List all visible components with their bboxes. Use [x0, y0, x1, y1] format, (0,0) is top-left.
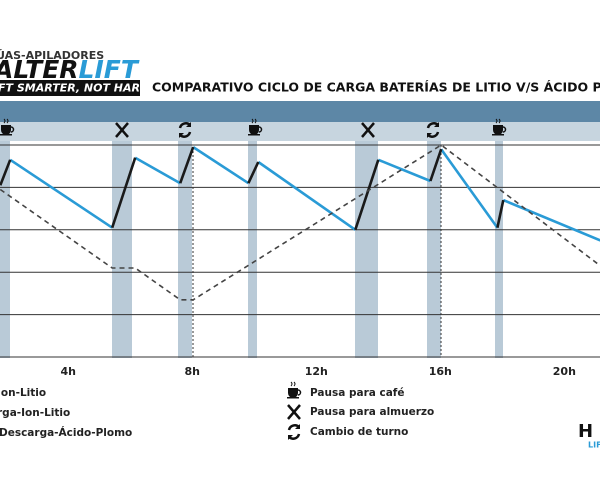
- series-line: [0, 146, 505, 231]
- pause-column: [0, 141, 10, 358]
- logo-top: ÚAS-APILADORES: [0, 49, 104, 62]
- grid: [0, 144, 600, 358]
- pause-column: [248, 141, 257, 358]
- x-tick-label: 4h: [60, 365, 76, 378]
- legend: Ion-Litio rga-Ion-Litio Descarga-Ácido-P…: [0, 381, 434, 442]
- series-line: [9, 146, 600, 242]
- corner-logo: H: [578, 421, 593, 442]
- legend-label: Ion-Litio: [0, 387, 46, 399]
- x-tick-label: 16h: [429, 365, 452, 378]
- coffee-icon: [286, 381, 302, 400]
- legend-label: Cambio de turno: [310, 426, 408, 438]
- pause-column: [495, 141, 503, 358]
- top-band: [0, 101, 600, 122]
- pause-column: [112, 141, 132, 358]
- legend-label: Pausa para almuerzo: [310, 406, 434, 418]
- pause-columns: [0, 141, 503, 358]
- legend-label: Descarga-Ácido-Plomo: [0, 426, 132, 439]
- chart-title: COMPARATIVO CICLO DE CARGA BATERÍAS DE L…: [152, 80, 600, 95]
- plot: [0, 144, 600, 301]
- shift-icon: [286, 422, 302, 442]
- legend-label: Pausa para café: [310, 387, 405, 399]
- x-tick-label: 12h: [305, 365, 328, 378]
- logo-name: ALTERLIFT: [0, 55, 140, 84]
- pause-column: [178, 141, 192, 358]
- x-tick-label: 8h: [184, 365, 200, 378]
- legend-label: rga-Ion-Litio: [0, 407, 70, 419]
- slogan-band: [0, 80, 140, 96]
- logo-name-b: LIFT: [79, 55, 140, 84]
- x-tick-label: 20h: [553, 365, 576, 378]
- pause-column: [427, 141, 441, 358]
- lunch-icon: [286, 403, 302, 421]
- top-band-light: [0, 122, 600, 141]
- logo-slogan: FT SMARTER, NOT HARDER: [0, 82, 165, 95]
- corner-logo-sub: LIF: [588, 441, 600, 450]
- logo-name-a: ALTER: [0, 55, 79, 84]
- series-line: [0, 144, 600, 301]
